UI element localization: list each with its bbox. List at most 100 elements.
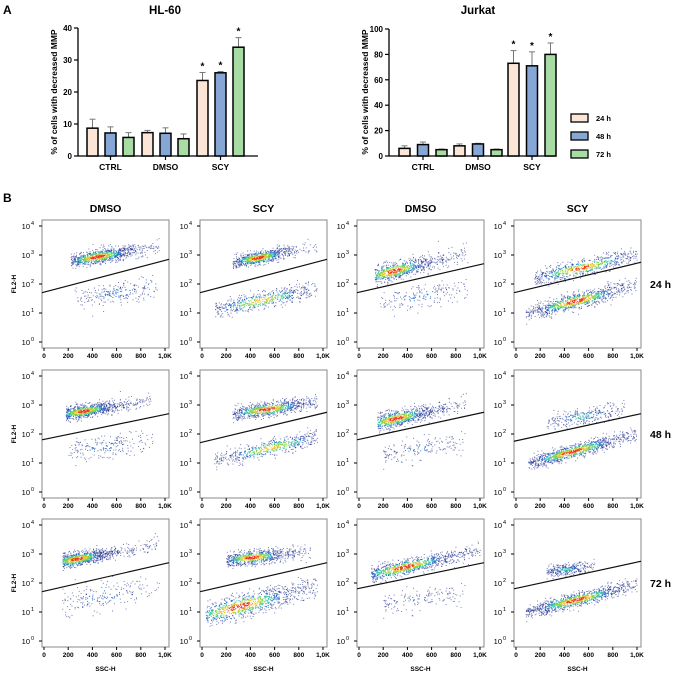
x-tick-label: 0 [42, 353, 46, 360]
event-dot [113, 288, 114, 289]
event-dot [263, 297, 264, 298]
event-dot [548, 279, 549, 280]
event-dot [395, 307, 396, 308]
event-dot [584, 295, 585, 296]
event-dot [409, 296, 410, 297]
event-dot [250, 265, 251, 266]
event-dot [600, 294, 601, 295]
event-dot [120, 252, 121, 253]
event-dot [586, 268, 587, 269]
event-dot [577, 301, 578, 302]
event-dot [395, 268, 396, 269]
event-dot [124, 298, 125, 299]
event-dot [389, 279, 390, 280]
event-dot [301, 293, 302, 294]
event-dot [398, 273, 399, 274]
event-dot [553, 305, 554, 306]
event-dot [389, 262, 390, 263]
event-dot [290, 253, 291, 254]
event-dot [614, 288, 615, 289]
event-dot [599, 268, 600, 269]
event-dot [291, 287, 292, 288]
event-dot [241, 308, 242, 309]
event-dot [616, 263, 617, 264]
legend-swatch-48h [571, 132, 588, 140]
event-dot [295, 250, 296, 251]
event-dot [253, 306, 254, 307]
event-dot [288, 292, 289, 293]
event-dot [273, 259, 274, 260]
event-dot [430, 296, 431, 297]
event-dot [538, 281, 539, 282]
event-dot [585, 266, 586, 267]
event-dot [421, 292, 422, 293]
y-tick-label: 10 [180, 309, 188, 318]
event-dot [218, 313, 219, 314]
event-dot [575, 268, 576, 269]
event-dot [249, 305, 250, 306]
event-dot [415, 266, 416, 267]
event-dot [597, 291, 598, 292]
event-dot [257, 254, 258, 255]
event-dot [441, 288, 442, 289]
event-dot [245, 302, 246, 303]
event-dot [91, 262, 92, 263]
event-dot [260, 303, 261, 304]
event-dot [553, 303, 554, 304]
x-tick-label: DMSO [465, 162, 491, 172]
event-dot [256, 252, 257, 253]
event-dot [573, 292, 574, 293]
event-dot [244, 261, 245, 262]
event-dot [131, 250, 132, 251]
event-dot [112, 258, 113, 259]
event-dot [544, 282, 545, 283]
event-dot [589, 267, 590, 268]
event-dot [606, 260, 607, 261]
event-dot [392, 282, 393, 283]
event-dot [107, 249, 108, 250]
event-dot [441, 306, 442, 307]
event-dot [630, 257, 631, 258]
event-dot [573, 280, 574, 281]
event-dot [83, 256, 84, 257]
event-dot [543, 272, 544, 273]
event-dot [248, 255, 249, 256]
event-dot [621, 248, 622, 249]
event-dot [581, 260, 582, 261]
event-dot [271, 251, 272, 252]
event-dot [403, 279, 404, 280]
event-dot [395, 276, 396, 277]
event-dot [564, 276, 565, 277]
event-dot [249, 263, 250, 264]
event-dot [430, 256, 431, 257]
event-dot [382, 272, 383, 273]
event-dot [571, 306, 572, 307]
event-dot [100, 255, 101, 256]
event-dot [93, 254, 94, 255]
event-dot [151, 245, 152, 246]
event-dot [584, 261, 585, 262]
event-dot [431, 257, 432, 258]
event-dot [612, 300, 613, 301]
event-dot [397, 293, 398, 294]
event-dot [97, 256, 98, 257]
bar-72h [545, 54, 556, 156]
event-dot [113, 251, 114, 252]
event-dot [236, 310, 237, 311]
event-dot [551, 318, 552, 319]
event-dot [278, 294, 279, 295]
event-dot [596, 259, 597, 260]
event-dot [626, 263, 627, 264]
event-dot [258, 265, 259, 266]
event-dot [257, 261, 258, 262]
event-dot [390, 268, 391, 269]
event-dot [402, 269, 403, 270]
event-dot [113, 258, 114, 259]
legend-label-24h: 24 h [596, 114, 611, 123]
event-dot [573, 304, 574, 305]
event-dot [217, 311, 218, 312]
event-dot [233, 302, 234, 303]
event-dot [305, 242, 306, 243]
event-dot [260, 253, 261, 254]
